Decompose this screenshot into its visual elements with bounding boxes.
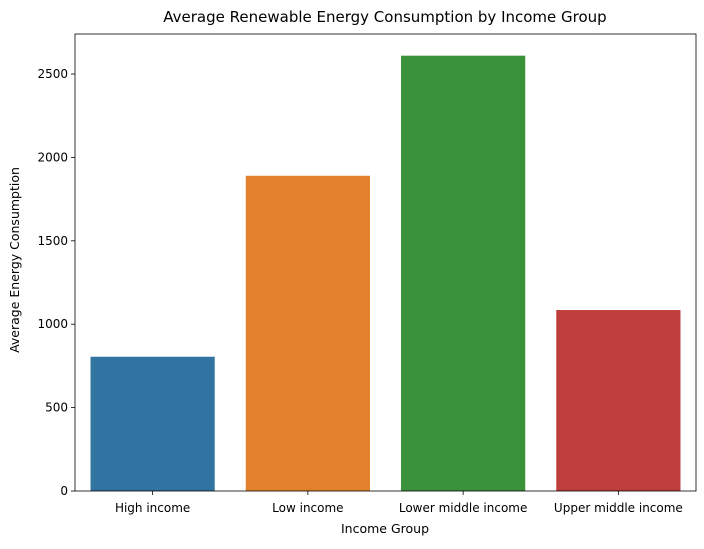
x-axis-ticks: High income Low income Lower middle income…: [115, 491, 683, 515]
x-tick-label: High income: [115, 501, 190, 515]
bar-low-income: [245, 175, 370, 491]
bar-lower-middle-income: [401, 55, 526, 491]
y-tick-label: 500: [45, 401, 68, 415]
bar-high-income: [90, 356, 215, 491]
x-tick-label: Low income: [272, 501, 343, 515]
y-tick-label: 0: [60, 484, 68, 498]
chart-title: Average Renewable Energy Consumption by …: [163, 8, 606, 26]
y-tick-label: 1000: [37, 317, 68, 331]
y-tick-label: 2000: [37, 150, 68, 164]
plot-frame: [74, 33, 697, 492]
y-axis-label: Average Energy Consumption: [7, 167, 22, 353]
bars-group: [90, 55, 681, 491]
y-tick-label: 2500: [37, 67, 68, 81]
x-axis-label: Income Group: [341, 521, 429, 536]
bar-upper-middle-income: [556, 310, 681, 491]
y-tick-label: 1500: [37, 234, 68, 248]
x-tick-label: Upper middle income: [554, 501, 683, 515]
y-axis-ticks: 0 500 1000 1500 2000 2500: [37, 67, 75, 498]
x-tick-label: Lower middle income: [399, 501, 528, 515]
